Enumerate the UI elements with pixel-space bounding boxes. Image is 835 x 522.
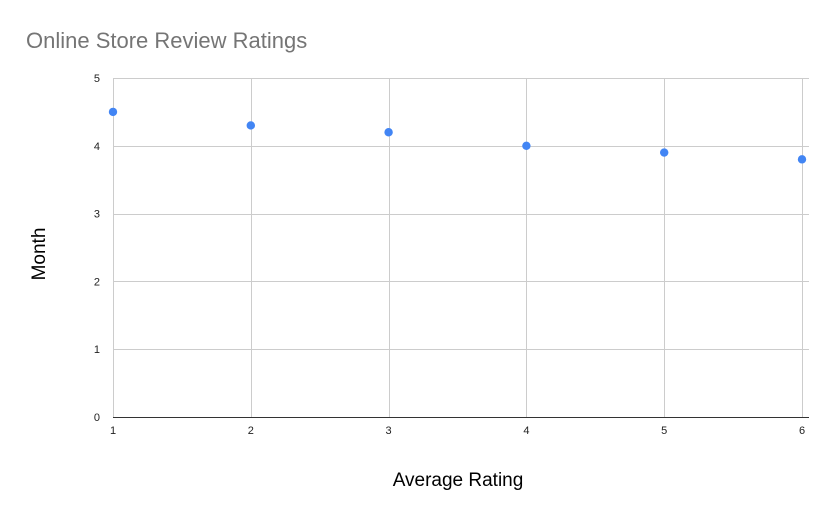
x-tick-label: 3 xyxy=(386,425,392,437)
data-point xyxy=(108,107,118,117)
data-point xyxy=(660,148,669,157)
y-tick-label: 2 xyxy=(94,276,100,288)
data-point xyxy=(522,141,531,150)
x-tick-label: 4 xyxy=(523,425,529,437)
x-tick-label: 2 xyxy=(248,425,254,437)
data-points xyxy=(108,107,807,164)
y-axis-title: Month xyxy=(29,228,50,281)
x-tick-label: 6 xyxy=(799,425,805,437)
y-tick-label: 3 xyxy=(94,209,100,221)
x-tick-label: 1 xyxy=(110,425,116,437)
y-tick-label: 4 xyxy=(94,141,100,153)
y-tick-label: 5 xyxy=(94,73,100,85)
y-tick-label: 1 xyxy=(94,344,100,356)
grid-lines xyxy=(113,78,809,417)
x-tick-label: 5 xyxy=(661,425,667,437)
x-axis-title: Average Rating xyxy=(393,470,524,491)
data-point xyxy=(246,121,255,130)
y-tick-label: 0 xyxy=(94,412,100,424)
data-point xyxy=(797,155,807,164)
data-point xyxy=(384,128,393,137)
chart-title: Online Store Review Ratings xyxy=(26,28,307,53)
